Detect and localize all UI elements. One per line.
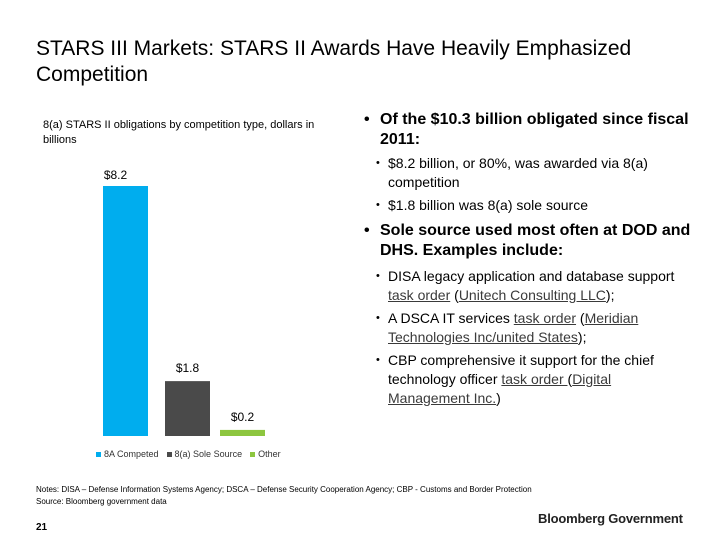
bar-other — [220, 429, 265, 436]
text-segment: ); — [577, 329, 587, 345]
bullet-list: • Of the $10.3 billion obligated since f… — [356, 110, 692, 412]
legend-swatch — [250, 451, 256, 457]
bullet-dot: • — [376, 270, 380, 282]
bullet-text: Of the $10.3 billion obligated since fis… — [380, 111, 689, 148]
legend-entry: 8(a) Sole Source — [166, 449, 243, 459]
footnotes: Notes: DISA – Defense Information System… — [36, 484, 696, 508]
vendor-link-digital-management[interactable]: Digital Management Inc. — [388, 371, 612, 406]
legend-entry: Other — [250, 449, 281, 459]
bullet-dot: • — [376, 199, 380, 211]
text-segment: ( — [450, 287, 459, 303]
data-label: $1.8 — [176, 361, 200, 375]
bullet-dot: • — [364, 222, 370, 239]
data-label: $0.2 — [231, 410, 255, 424]
sub-bullet-sole-source: • $1.8 billion was 8(a) sole source — [356, 196, 692, 215]
chart-title: 8(a) STARS II obligations by competition… — [43, 119, 315, 146]
page-number: 21 — [36, 522, 48, 533]
chart-legend: 8A Competed 8(a) Sole Source Other — [96, 449, 281, 459]
data-label: $8.2 — [104, 168, 128, 182]
vendor-link-unitech[interactable]: Unitech Consulting LLC — [458, 287, 606, 303]
bullet-obligated-summary: • Of the $10.3 billion obligated since f… — [356, 110, 692, 150]
bar-8a-competed — [103, 186, 148, 436]
legend-label: 8A Competed — [104, 449, 159, 459]
sub-bullet-disa: • DISA legacy application and database s… — [356, 267, 692, 305]
legend-entry: 8A Competed — [96, 449, 159, 459]
text-segment: ); — [605, 287, 615, 303]
text-segment: A DSCA IT services — [388, 310, 514, 326]
legend-label: 8(a) Sole Source — [174, 449, 243, 459]
bullet-text: DISA legacy application and database sup… — [388, 268, 674, 303]
bullet-text: A DSCA IT services task order (Meridian … — [388, 310, 638, 345]
text-segment: CBP comprehensive it support for the chi… — [388, 352, 654, 387]
bullet-sole-source-examples: • Sole source used most often at DOD and… — [356, 221, 692, 261]
bullet-text: $1.8 billion was 8(a) sole source — [388, 197, 588, 213]
legend-swatch — [166, 451, 172, 457]
legend-swatch — [96, 451, 101, 457]
sub-bullet-dsca: • A DSCA IT services task order (Meridia… — [356, 309, 692, 347]
task-order-link[interactable]: task order — [501, 371, 568, 387]
legend-label: Other — [258, 449, 281, 459]
bullet-dot: • — [376, 157, 380, 169]
bullet-dot: • — [376, 312, 380, 324]
bloomberg-government-logo: Bloomberg Government — [538, 511, 683, 526]
vendor-link-meridian[interactable]: Meridian Technologies Inc/united States — [388, 310, 639, 345]
task-order-link[interactable]: task order — [513, 310, 577, 326]
bullet-dot: • — [364, 111, 370, 128]
bullet-text: CBP comprehensive it support for the chi… — [388, 352, 654, 406]
text-segment: ( — [567, 371, 573, 387]
text-segment: ) — [496, 390, 501, 406]
sub-bullet-competed: • $8.2 billion, or 80%, was awarded via … — [356, 154, 692, 192]
bar-8-a-sole-source — [165, 381, 210, 436]
text-segment: ( — [576, 310, 585, 326]
sub-bullet-cbp: • CBP comprehensive it support for the c… — [356, 351, 692, 408]
bullet-dot: • — [376, 354, 380, 366]
notes-text: Notes: DISA – Defense Information System… — [36, 485, 532, 494]
bullet-text: Sole source used most often at DOD and D… — [380, 222, 691, 259]
slide-title: STARS III Markets: STARS II Awards Have … — [36, 37, 632, 86]
bullet-text: $8.2 billion, or 80%, was awarded via 8(… — [388, 155, 648, 190]
source-text: Source: Bloomberg government data — [36, 497, 167, 506]
text-segment: DISA legacy application and database sup… — [388, 268, 675, 284]
task-order-link[interactable]: task order — [388, 287, 451, 303]
